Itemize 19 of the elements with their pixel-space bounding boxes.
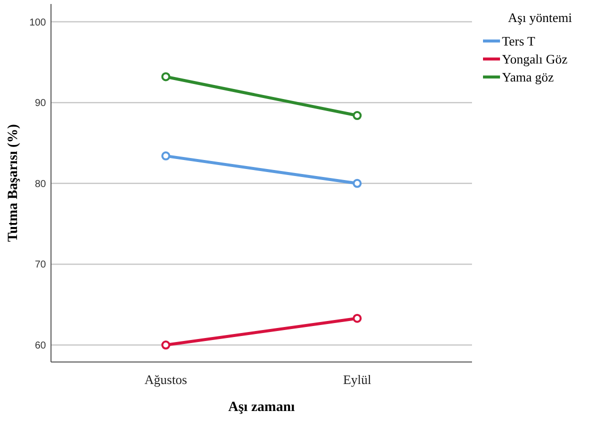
point: [352, 111, 362, 120]
y-axis-title: Tutma Başarısı (%): [6, 124, 21, 242]
legend-label: Yama göz: [502, 70, 554, 85]
point: [161, 340, 170, 350]
y-tick-label: 80: [34, 178, 46, 190]
y-tick-label: 60: [34, 340, 46, 352]
point: [352, 178, 362, 188]
point: [161, 72, 170, 82]
legend-title: Aşı yöntemi: [508, 10, 572, 25]
x-axis-title: Aşı zamanı: [228, 400, 295, 415]
x-tick-label: Eylül: [343, 372, 372, 387]
legend-label: Yongalı Göz: [502, 52, 568, 67]
y-tick-label: 70: [34, 260, 46, 271]
x-tick-label: Ağustos: [144, 372, 188, 387]
legend-label: Ters T: [502, 34, 536, 49]
y-tick-label: 90: [34, 98, 46, 110]
point: [161, 151, 170, 160]
point: [352, 314, 362, 323]
y-tick-label: 100: [29, 17, 46, 28]
